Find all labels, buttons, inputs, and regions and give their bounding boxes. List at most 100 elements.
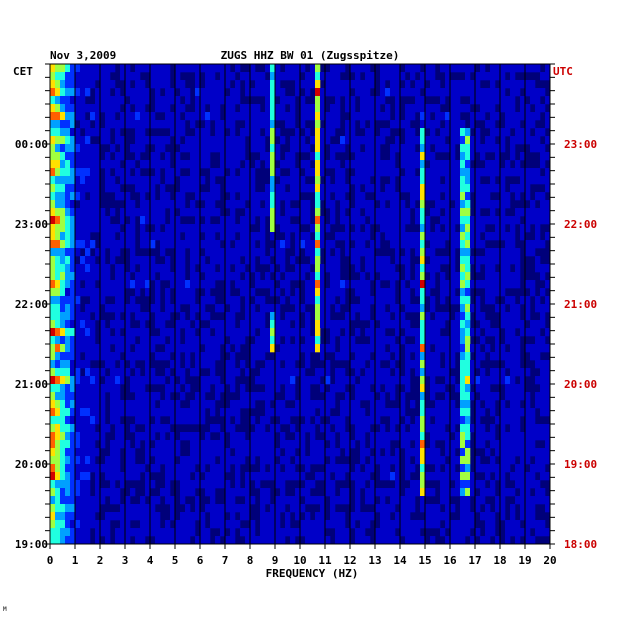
spectrogram-cell bbox=[480, 240, 486, 249]
spectrogram-cell bbox=[465, 440, 471, 449]
spectrogram-cell bbox=[295, 208, 301, 217]
spectrogram-cell bbox=[100, 496, 106, 505]
spectrogram-cell bbox=[400, 320, 406, 329]
spectrogram-cell bbox=[480, 392, 486, 401]
spectrogram-cell bbox=[365, 128, 371, 137]
spectrogram-cell bbox=[505, 64, 511, 73]
spectrogram-cell bbox=[415, 264, 421, 273]
spectrogram-cell bbox=[360, 424, 366, 433]
spectrogram-cell bbox=[500, 208, 506, 217]
spectrogram-cell bbox=[265, 440, 271, 449]
spectrogram-cell bbox=[110, 440, 116, 449]
spectrogram-cell bbox=[325, 200, 331, 209]
spectrogram-cell bbox=[195, 248, 201, 257]
spectrogram-cell bbox=[195, 416, 201, 425]
spectrogram-cell bbox=[110, 288, 116, 297]
spectrogram-cell bbox=[500, 248, 506, 257]
spectrogram-cell bbox=[465, 504, 471, 513]
spectrogram-cell bbox=[500, 96, 506, 105]
spectrogram-cell bbox=[480, 152, 486, 161]
spectrogram-cell bbox=[350, 96, 356, 105]
spectrogram-cell bbox=[125, 80, 131, 89]
spectrogram-cell bbox=[515, 472, 521, 481]
spectrogram-cell bbox=[200, 208, 206, 217]
spectrogram-cell bbox=[355, 360, 361, 369]
spectrogram-cell bbox=[285, 528, 291, 537]
spectrogram-cell bbox=[55, 80, 61, 89]
spectrogram-cell bbox=[195, 208, 201, 217]
spectrogram-cell bbox=[250, 520, 256, 529]
spectrogram-cell bbox=[270, 104, 276, 113]
spectrogram-cell bbox=[170, 376, 176, 385]
spectrogram-cell bbox=[320, 184, 326, 193]
spectrogram-cell bbox=[365, 208, 371, 217]
spectrogram-cell bbox=[520, 448, 526, 457]
spectrogram-cell bbox=[545, 400, 551, 409]
spectrogram-cell bbox=[380, 408, 386, 417]
spectrogram-cell bbox=[90, 448, 96, 457]
spectrogram-cell bbox=[55, 232, 61, 241]
spectrogram-cell bbox=[105, 112, 111, 121]
spectrogram-cell bbox=[180, 104, 186, 113]
spectrogram-cell bbox=[80, 272, 86, 281]
spectrogram-cell bbox=[520, 232, 526, 241]
spectrogram-cell bbox=[135, 352, 141, 361]
spectrogram-cell bbox=[485, 200, 491, 209]
spectrogram-cell bbox=[510, 120, 516, 129]
spectrogram-cell bbox=[315, 280, 321, 289]
spectrogram-cell bbox=[365, 104, 371, 113]
spectrogram-cell bbox=[175, 136, 181, 145]
spectrogram-cell bbox=[175, 328, 181, 337]
spectrogram-cell bbox=[330, 320, 336, 329]
spectrogram-cell bbox=[50, 392, 56, 401]
spectrogram-cell bbox=[395, 536, 401, 545]
spectrogram-cell bbox=[500, 232, 506, 241]
spectrogram-cell bbox=[320, 304, 326, 313]
spectrogram-cell bbox=[210, 168, 216, 177]
spectrogram-cell bbox=[160, 80, 166, 89]
spectrogram-cell bbox=[515, 416, 521, 425]
spectrogram-cell bbox=[440, 216, 446, 225]
spectrogram-cell bbox=[545, 504, 551, 513]
spectrogram-cell bbox=[50, 120, 56, 129]
spectrogram-cell bbox=[535, 360, 541, 369]
spectrogram-cell bbox=[60, 512, 66, 521]
spectrogram-cell bbox=[70, 296, 76, 305]
spectrogram-cell bbox=[140, 344, 146, 353]
spectrogram-cell bbox=[435, 384, 441, 393]
spectrogram-cell bbox=[420, 256, 426, 265]
spectrogram-cell bbox=[145, 216, 151, 225]
spectrogram-cell bbox=[470, 344, 476, 353]
spectrogram-cell bbox=[195, 112, 201, 121]
spectrogram-cell bbox=[500, 128, 506, 137]
spectrogram-cell bbox=[165, 112, 171, 121]
spectrogram-cell bbox=[95, 168, 101, 177]
spectrogram-cell bbox=[530, 512, 536, 521]
spectrogram-cell bbox=[265, 448, 271, 457]
spectrogram-cell bbox=[145, 112, 151, 121]
spectrogram-cell bbox=[520, 432, 526, 441]
spectrogram-cell bbox=[100, 440, 106, 449]
spectrogram-cell bbox=[460, 368, 466, 377]
spectrogram-cell bbox=[65, 312, 71, 321]
spectrogram-cell bbox=[135, 504, 141, 513]
spectrogram-cell bbox=[340, 184, 346, 193]
spectrogram-cell bbox=[285, 392, 291, 401]
spectrogram-cell bbox=[370, 104, 376, 113]
spectrogram-cell bbox=[500, 432, 506, 441]
spectrogram-cell bbox=[200, 376, 206, 385]
spectrogram-cell bbox=[380, 72, 386, 81]
spectrogram-cell bbox=[65, 512, 71, 521]
spectrogram-cell bbox=[460, 448, 466, 457]
spectrogram-cell bbox=[340, 496, 346, 505]
spectrogram-cell bbox=[370, 432, 376, 441]
spectrogram-cell bbox=[375, 216, 381, 225]
spectrogram-cell bbox=[285, 360, 291, 369]
spectrogram-cell bbox=[190, 400, 196, 409]
spectrogram-cell bbox=[500, 312, 506, 321]
spectrogram-cell bbox=[355, 512, 361, 521]
spectrogram-cell bbox=[100, 432, 106, 441]
spectrogram-cell bbox=[460, 336, 466, 345]
spectrogram-cell bbox=[115, 432, 121, 441]
spectrogram-cell bbox=[215, 168, 221, 177]
